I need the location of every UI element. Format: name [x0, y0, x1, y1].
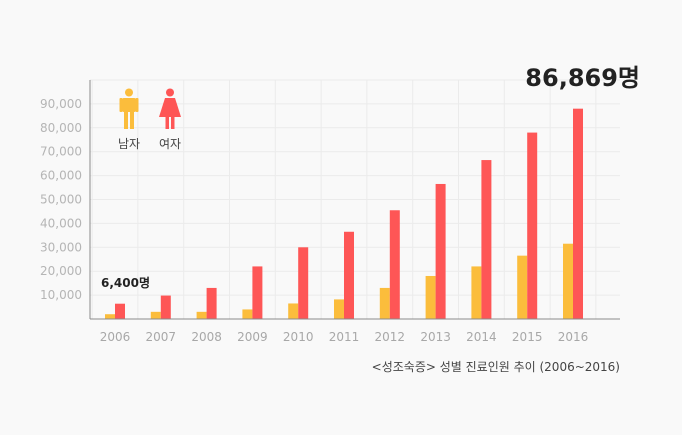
- bar-male: [334, 299, 344, 319]
- bar-male: [288, 303, 299, 319]
- y-tick-label: 70,000: [40, 145, 82, 159]
- y-tick-label: 60,000: [40, 169, 82, 183]
- bar-male: [150, 311, 161, 319]
- bar-female: [252, 266, 263, 319]
- x-tick-labels: 2006 2007 2008 2009 2010 2011 2012 2013 2014 2015…: [100, 330, 589, 344]
- male-person-icon: [119, 88, 139, 129]
- bar-female: [206, 287, 217, 319]
- bar-female: [115, 303, 125, 319]
- bar-male: [517, 255, 528, 319]
- x-tick-label: 2015: [512, 330, 543, 344]
- y-tick-label: 10,000: [40, 288, 82, 302]
- y-tick-labels: 10,000 20,000 30,000 40,000 50,000 60,000 70,0…: [40, 97, 82, 302]
- bar-male: [471, 266, 482, 319]
- bar-female: [481, 160, 492, 319]
- bar-male: [425, 275, 436, 319]
- y-tick-label: 50,000: [40, 193, 82, 207]
- x-tick-label: 2011: [329, 330, 360, 344]
- y-tick-label: 80,000: [40, 121, 82, 135]
- bar-male: [379, 287, 390, 319]
- x-tick-label: 2012: [375, 330, 406, 344]
- bar-female: [435, 183, 446, 319]
- y-tick-label: 90,000: [40, 97, 82, 111]
- female-person-icon: [159, 88, 181, 129]
- x-tick-label: 2013: [420, 330, 451, 344]
- chart-caption: <성조숙증> 성별 진료인원 추이 (2006~2016): [372, 360, 620, 374]
- bar-male: [242, 309, 253, 319]
- bar-female: [527, 132, 538, 319]
- x-tick-label: 2006: [100, 330, 131, 344]
- bars: [105, 108, 583, 320]
- x-tick-label: 2016: [558, 330, 589, 344]
- legend-label-female: 여자: [159, 137, 181, 151]
- legend-label-male: 남자: [118, 137, 140, 151]
- bar-female: [573, 108, 583, 320]
- legend: 남자 여자: [118, 88, 181, 151]
- bar-male: [105, 314, 115, 319]
- x-tick-label: 2014: [466, 330, 497, 344]
- x-tick-label: 2007: [146, 330, 177, 344]
- x-tick-label: 2009: [237, 330, 268, 344]
- y-tick-label: 40,000: [40, 216, 82, 230]
- x-tick-label: 2010: [283, 330, 314, 344]
- gridlines: [90, 79, 620, 319]
- bar-female: [160, 295, 171, 319]
- y-tick-label: 20,000: [40, 264, 82, 278]
- bar-female: [298, 247, 309, 319]
- bar-female: [344, 231, 354, 319]
- bar-female: [389, 210, 400, 319]
- y-tick-label: 30,000: [40, 240, 82, 254]
- annotation-first-value: 6,400명: [101, 276, 150, 290]
- bar-male: [563, 243, 573, 319]
- x-tick-label: 2008: [191, 330, 222, 344]
- annotation-last-value: 86,869명: [525, 64, 640, 92]
- bar-male: [196, 311, 207, 319]
